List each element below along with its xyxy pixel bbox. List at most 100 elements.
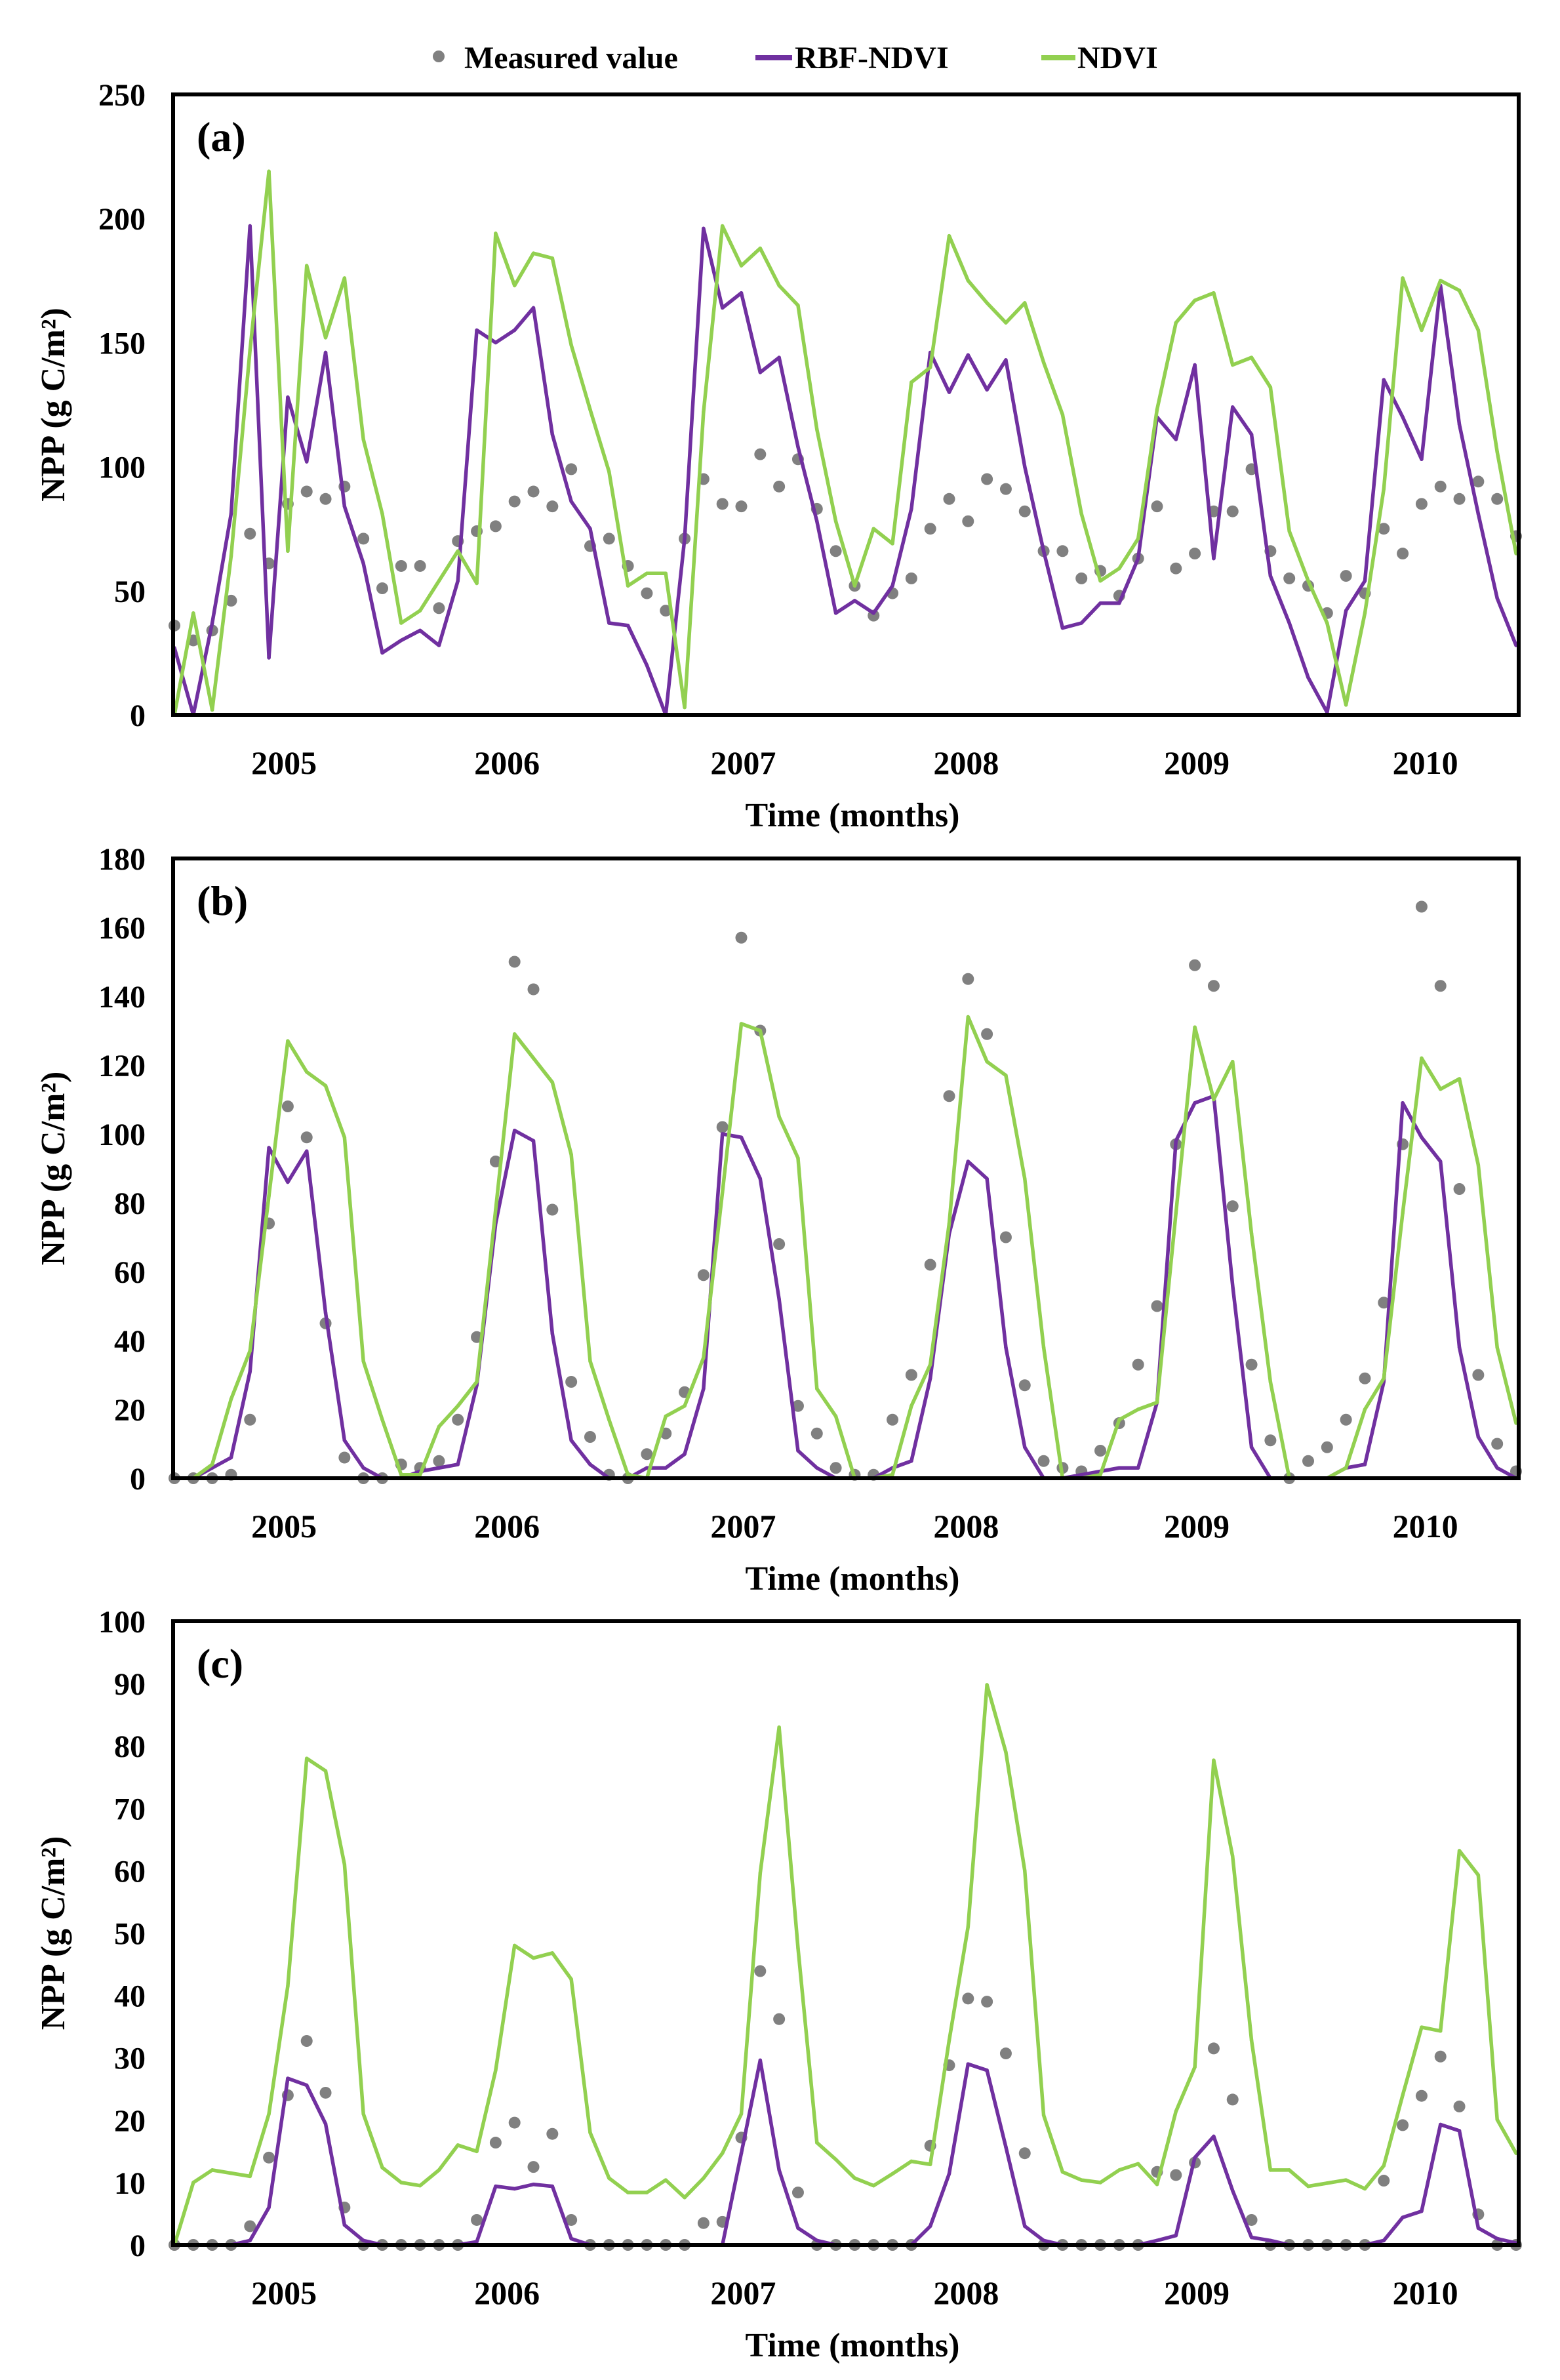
ndvi-segment [569, 1152, 592, 1363]
ndvi-segment [1060, 2169, 1083, 2182]
measured-point [225, 594, 237, 607]
ndvi-segment [323, 1083, 347, 1139]
rbf-ndvi-segment [475, 328, 498, 345]
y-tick-label: 0 [130, 1462, 146, 1497]
ndvi-segment [267, 169, 290, 554]
ndvi-segment [531, 1951, 555, 1960]
ndvi-segment [1212, 1060, 1235, 1102]
x-tick-label: 2009 [1164, 2274, 1230, 2311]
measured-point [999, 1231, 1012, 1243]
ndvi-segment [910, 2159, 932, 2167]
ndvi-segment [910, 365, 932, 384]
ndvi-segment [1268, 1380, 1291, 1480]
measured-point [527, 485, 540, 498]
measured-point [1018, 505, 1031, 517]
measured-point [962, 515, 974, 527]
ndvi-segment [172, 2181, 195, 2247]
measured-point [641, 1448, 653, 1461]
ndvi-segment [1457, 1077, 1481, 1167]
series-measured-value [169, 1965, 1522, 2251]
measured-point [1491, 1438, 1504, 1450]
ndvi-segment [758, 1725, 781, 1875]
ndvi-segment [1041, 1345, 1065, 1480]
measured-point [1226, 505, 1239, 517]
measured-point [1472, 1369, 1485, 1381]
rbf-ndvi-segment [947, 353, 970, 394]
ndvi-segment [380, 2166, 403, 2185]
measured-point [319, 2086, 332, 2099]
rbf-ndvi-segment [1023, 464, 1046, 554]
ndvi-segment [1438, 279, 1462, 292]
ndvi-segment [626, 571, 649, 588]
rbf-ndvi-segment [342, 504, 365, 565]
ndvi-segment [1174, 1025, 1197, 1215]
rbf-ndvi-segment [1363, 378, 1386, 583]
ndvi-segment [494, 1943, 517, 2072]
ndvi-segment [1174, 2065, 1197, 2114]
measured-point [924, 1259, 936, 1271]
measured-point [1189, 959, 1201, 971]
ndvi-segment [871, 2171, 894, 2188]
ndvi-segment [702, 224, 725, 414]
ndvi-segment [1476, 1873, 1499, 2122]
rbf-ndvi-segment [1023, 2224, 1046, 2243]
ndvi-segment [910, 1363, 932, 1408]
ndvi-segment [1249, 355, 1273, 390]
measured-point [300, 1131, 313, 1144]
y-tick-label: 160 [98, 911, 146, 946]
ndvi-segment [1098, 566, 1121, 583]
rbf-ndvi-segment [1457, 2129, 1481, 2230]
measured-point [697, 1269, 710, 1281]
ndvi-segment [1476, 1163, 1499, 1350]
rbf-ndvi-segment [702, 226, 725, 310]
rbf-ndvi-segment [626, 624, 649, 668]
measured-point [830, 1462, 842, 1474]
ndvi-segment [286, 1756, 309, 1988]
rbf-ndvi-segment [323, 350, 347, 508]
measured-point [1037, 1455, 1050, 1467]
ndvi-segment [1212, 291, 1235, 367]
measured-point [300, 2035, 313, 2047]
measured-point [1415, 900, 1428, 913]
rbf-ndvi-segment [550, 1331, 573, 1442]
measured-point [1453, 1183, 1466, 1195]
rbf-ndvi-segment [910, 1377, 932, 1463]
ndvi-segment [890, 380, 913, 546]
measured-point [905, 572, 917, 584]
rbf-ndvi-segment [890, 507, 913, 588]
ndvi-segment [985, 1060, 1008, 1078]
rbf-ndvi-segment [1382, 2215, 1405, 2243]
measured-point [773, 1238, 786, 1250]
ndvi-segment [323, 276, 347, 340]
ndvi-segment [815, 1386, 838, 1419]
measured-point [810, 1427, 823, 1440]
ndvi-segment [1287, 2168, 1310, 2188]
measured-point [735, 500, 748, 513]
ndvi-segment [815, 428, 838, 523]
ndvi-segment [947, 233, 970, 283]
y-axis-title: NPP (g C/m²) [35, 308, 72, 502]
ndvi-segment [191, 1462, 214, 1480]
measured-point [754, 1965, 767, 1977]
rbf-ndvi-segment [1193, 1094, 1216, 1105]
rbf-ndvi-segment [248, 2206, 271, 2243]
measured-point [1340, 1413, 1352, 1426]
ndvi-segment [966, 1683, 989, 1929]
measured-point [508, 495, 521, 508]
rbf-ndvi-segment [796, 445, 819, 523]
ndvi-segment [210, 554, 233, 712]
measured-point [244, 1413, 256, 1426]
measured-point [489, 1156, 502, 1167]
measured-point [999, 483, 1012, 495]
measured-point [1453, 2100, 1466, 2112]
y-tick-label: 10 [114, 2166, 146, 2201]
ndvi-segment [720, 2112, 744, 2155]
rbf-ndvi-segment [966, 2062, 989, 2072]
measured-point [697, 2217, 710, 2229]
measured-point [395, 559, 407, 572]
ndvi-segment [1117, 1407, 1140, 1422]
y-tick-label: 30 [114, 2042, 146, 2076]
measured-point [433, 1455, 445, 1467]
rbf-ndvi-segment [777, 2168, 800, 2230]
measured-point [924, 523, 936, 535]
